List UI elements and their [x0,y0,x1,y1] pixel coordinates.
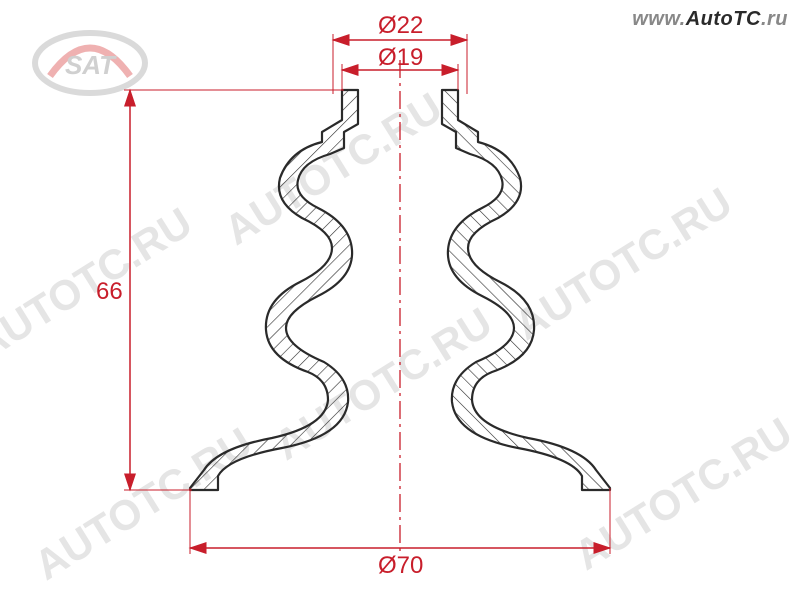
dim-d70: Ø70 [378,552,423,580]
dim-h66: 66 [96,278,123,306]
drawing-canvas: AUTOTC.RU AUTOTC.RU AUTOTC.RU AUTOTC.RU … [0,0,800,600]
dim-d22: Ø22 [378,12,423,40]
boot-section-right [442,90,610,490]
boot-section-left [190,90,358,490]
dim-d19: Ø19 [378,44,423,72]
